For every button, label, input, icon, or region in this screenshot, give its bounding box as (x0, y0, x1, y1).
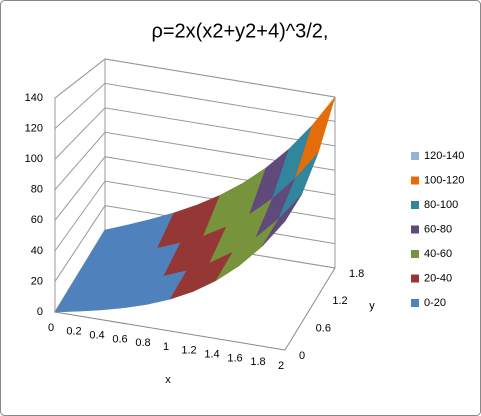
x-tick-label: 1.6 (227, 352, 242, 364)
grid-line (54, 131, 336, 191)
z-tick-label: 20 (31, 275, 43, 287)
legend-label: 120-140 (424, 150, 464, 162)
z-tick-label: 100 (25, 153, 43, 165)
x-axis-line (54, 311, 286, 351)
y-tick-label: 1.8 (349, 268, 364, 280)
y-tick-label: 0.6 (316, 323, 331, 335)
legend-label: 60-80 (424, 223, 452, 235)
x-tick-label: 0.4 (89, 330, 104, 342)
x-tick-label: 1.2 (181, 345, 196, 357)
x-tick-label: 0.6 (112, 333, 127, 345)
x-tick-label: 2 (278, 360, 284, 372)
legend-swatch (411, 201, 419, 209)
x-axis-title: x (165, 374, 171, 386)
legend-swatch (411, 250, 419, 258)
x-tick-label: 0.8 (135, 337, 150, 349)
grid-line (54, 107, 336, 160)
legend-swatch (411, 274, 419, 283)
z-tick-label: 120 (25, 122, 43, 134)
legend-label: 100-120 (424, 174, 464, 186)
y-axis-line (284, 267, 336, 351)
z-tick-label: 80 (31, 184, 43, 196)
legend-label: 40-60 (424, 248, 452, 260)
legend-label: 20-40 (424, 272, 452, 284)
grid-line (54, 58, 336, 99)
y-tick-label: 0 (299, 350, 305, 362)
x-tick-label: 0 (48, 322, 54, 334)
legend-label: 0-20 (424, 297, 446, 309)
y-axis-title: y (369, 300, 375, 312)
x-tick-label: 1.8 (250, 356, 265, 368)
legend-swatch (411, 152, 419, 160)
chart-title: ρ=2x(x2+y2+4)^3/2, (152, 20, 329, 42)
grid-line (54, 82, 336, 129)
z-tick-label: 40 (31, 245, 43, 257)
x-tick-label: 1.4 (204, 349, 219, 361)
surface-patch (261, 194, 302, 247)
z-tick-label: 140 (25, 92, 43, 104)
z-tick-label: 60 (31, 214, 43, 226)
y-tick-label: 1.2 (332, 295, 347, 307)
legend-swatch (411, 299, 419, 307)
legend-swatch (411, 176, 419, 185)
x-tick-label: 0.2 (66, 326, 81, 338)
legend-swatch (411, 225, 419, 234)
x-tick-label: 1 (163, 341, 169, 353)
legend-label: 80-100 (424, 199, 458, 211)
z-tick-label: 0 (37, 306, 43, 318)
